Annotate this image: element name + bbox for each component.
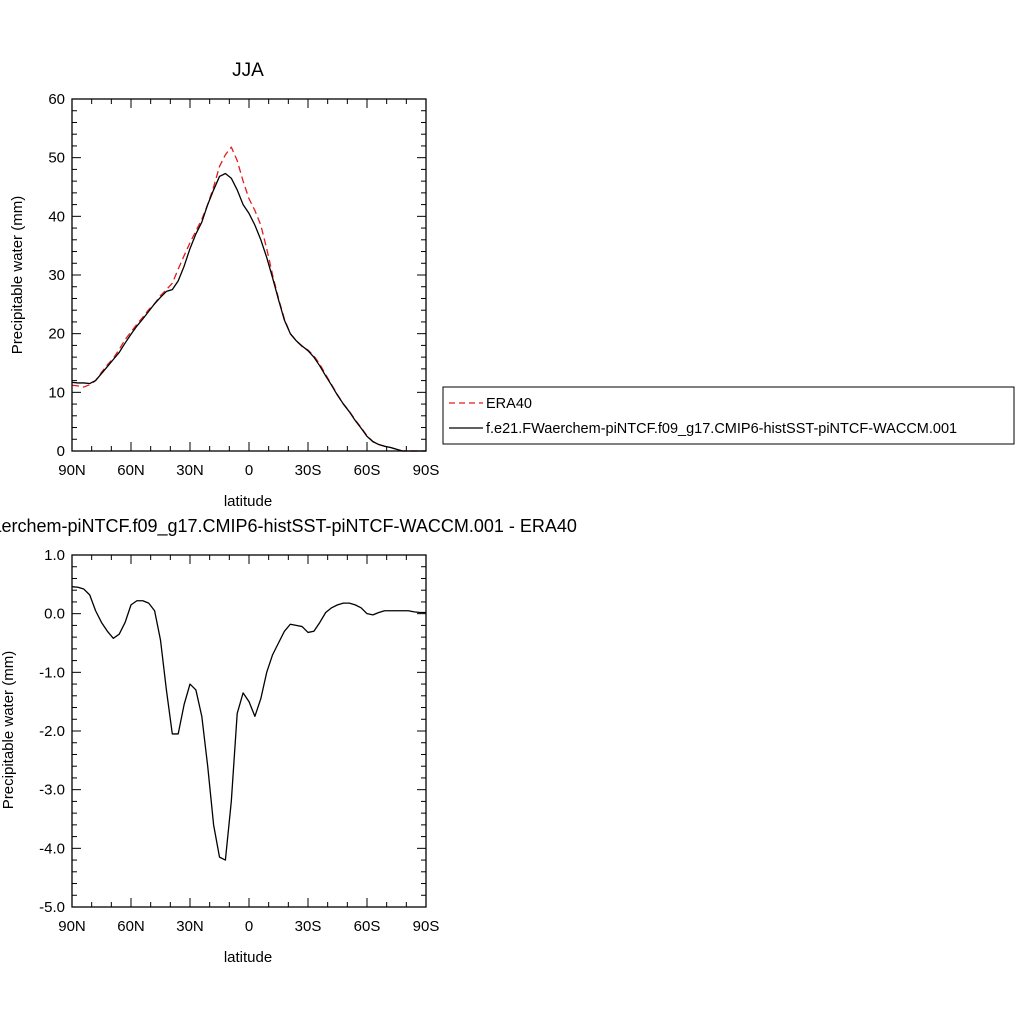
panel2-ytick-label: -5.0 — [39, 899, 65, 916]
panel2-series-line-0 — [71, 586, 426, 861]
panel2-plot-frame — [71, 554, 427, 908]
panel1-series-line-0 — [71, 146, 426, 452]
panel1-ytick-label: 10 — [48, 384, 65, 401]
panel2-xtick-label: 90S — [413, 918, 440, 935]
panel2-xtick-label: 60N — [117, 918, 145, 935]
panel1-xtick-label: 60N — [117, 462, 145, 479]
panel1-title: JJA — [232, 60, 264, 81]
panel1-xlabel: latitude — [224, 493, 272, 510]
panel1-ytick-label: 20 — [48, 326, 65, 343]
legend-box — [442, 386, 1015, 445]
panel1-xtick-label: 30S — [295, 462, 322, 479]
panel2-ytick-label: -1.0 — [39, 664, 65, 681]
legend: ERA40 f.e21.FWaerchem-piNTCF.f09_g17.CMI… — [442, 386, 1015, 445]
panel2-xtick-label: 30S — [295, 918, 322, 935]
panel1-tick-labels: 90N 60N 30N 0 30S 60S 90S 0 10 20 30 40 50 60 — [48, 91, 439, 479]
panel1-series-line-1 — [71, 172, 426, 452]
panel2-xtick-label: 30N — [176, 918, 204, 935]
panel2-xtick-label: 0 — [245, 918, 253, 935]
panel-jja: JJA Precipitable water (mm) latitude 90N… — [9, 60, 439, 510]
panel1-xtick-label: 0 — [245, 462, 253, 479]
panel1-series — [71, 146, 426, 452]
legend-label-model: f.e21.FWaerchem-piNTCF.f09_g17.CMIP6-his… — [486, 421, 957, 437]
panel1-plot-frame — [71, 98, 427, 452]
panel1-ytick-label: 50 — [48, 150, 65, 167]
panel1-ticks — [71, 98, 427, 452]
panel2-ylabel: Precipitable water (mm) — [0, 651, 17, 809]
panel1-xtick-label: 90S — [413, 462, 440, 479]
panel1-xtick-label: 30N — [176, 462, 204, 479]
panel2-ytick-label: -4.0 — [39, 840, 65, 857]
panel2-series — [71, 586, 426, 861]
panel1-ylabel: Precipitable water (mm) — [9, 196, 26, 354]
panel-difference: f.e21.FWaerchem-piNTCF.f09_g17.CMIP6-his… — [0, 516, 577, 966]
panel2-ytick-label: 0.0 — [44, 606, 65, 623]
panel2-xlabel: latitude — [224, 949, 272, 966]
legend-label-era40: ERA40 — [486, 396, 532, 412]
panel1-xtick-label: 60S — [354, 462, 381, 479]
panel2-ytick-label: -3.0 — [39, 782, 65, 799]
panel1-ytick-label: 30 — [48, 267, 65, 284]
panel2-xtick-label: 60S — [354, 918, 381, 935]
panel1-ytick-label: 0 — [57, 443, 65, 460]
panel2-ytick-label: -2.0 — [39, 723, 65, 740]
panel1-xtick-label: 90N — [58, 462, 86, 479]
panel2-tick-labels: 90N 60N 30N 0 30S 60S 90S -5.0 -4.0 -3.0 -2.0 -1.0 0… — [39, 547, 439, 935]
panel2-ticks — [71, 554, 427, 908]
panel2-xtick-label: 90N — [58, 918, 86, 935]
panel2-ytick-label: 1.0 — [44, 547, 65, 564]
panel1-ytick-label: 60 — [48, 91, 65, 108]
panel2-title: f.e21.FWaerchem-piNTCF.f09_g17.CMIP6-his… — [0, 516, 577, 537]
panel1-ytick-label: 40 — [48, 208, 65, 225]
